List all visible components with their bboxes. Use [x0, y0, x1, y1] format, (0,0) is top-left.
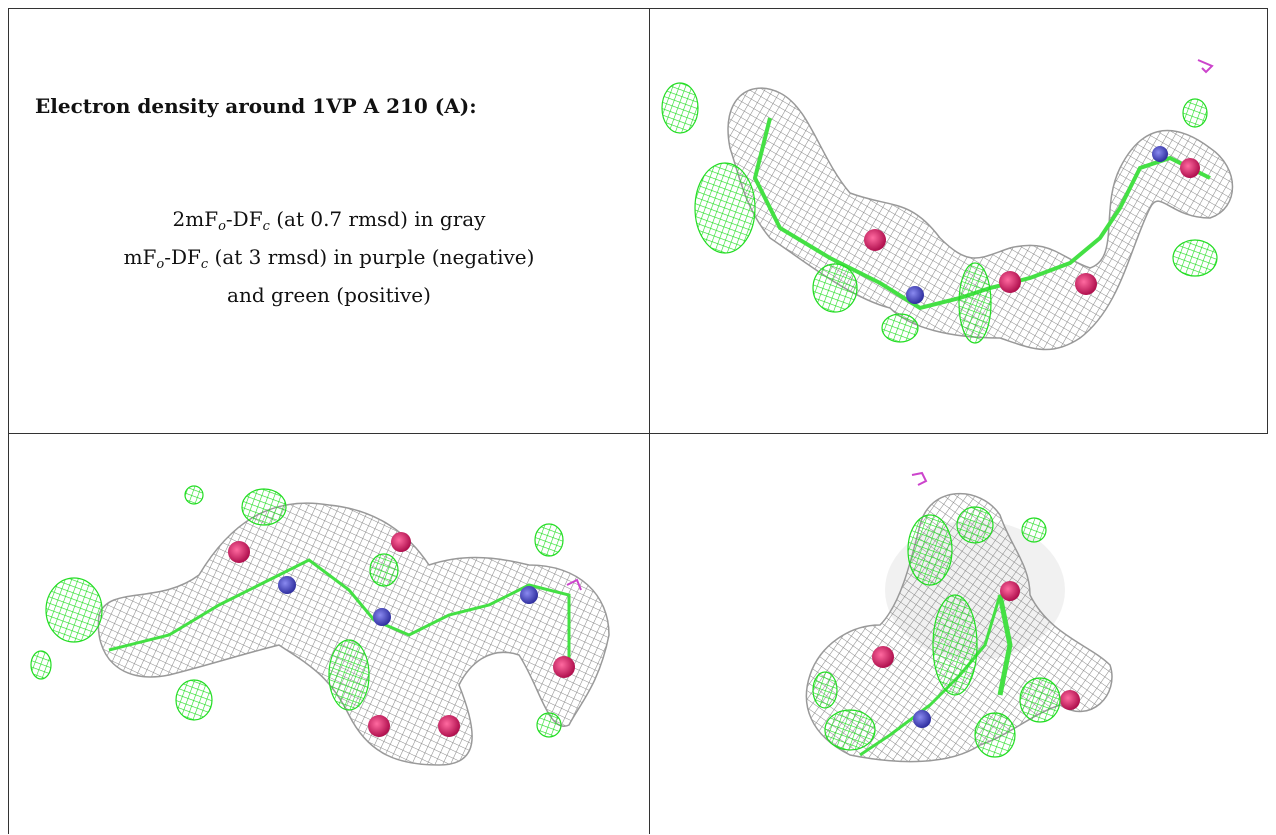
- oxygen-atom: [1000, 581, 1020, 601]
- positive-density-blob: [536, 712, 562, 738]
- positive-density-blob: [824, 709, 876, 751]
- oxygen-atom: [438, 715, 460, 737]
- positive-density-blob: [241, 488, 287, 526]
- positive-density-blob: [328, 639, 370, 711]
- positive-density-blob: [1019, 677, 1061, 723]
- positive-density-blob: [30, 650, 52, 680]
- oxygen-atom: [368, 715, 390, 737]
- oxygen-atom: [1060, 690, 1080, 710]
- border-row: [8, 433, 1268, 434]
- view-bottom-left: [9, 435, 649, 833]
- positive-density-blob: [974, 712, 1016, 758]
- legend-description: 2mFo-DFc (at 0.7 rmsd) in gray mFo-DFc (…: [9, 204, 649, 311]
- density-image-1: [661, 59, 1234, 351]
- positive-density-blob: [45, 577, 103, 643]
- nitrogen-atom: [906, 286, 924, 304]
- figure-title: Electron density around 1VP A 210 (A):: [35, 94, 477, 118]
- positive-density-blob: [1021, 517, 1047, 543]
- oxygen-atom: [228, 541, 250, 563]
- border-top: [8, 8, 1268, 9]
- density-image-2: [30, 485, 610, 766]
- border-middle: [649, 8, 650, 834]
- positive-density-blob: [1182, 98, 1208, 128]
- view-bottom-right: [650, 435, 1267, 833]
- positive-density-blob: [1172, 239, 1218, 277]
- border-left: [8, 8, 9, 834]
- positive-density-blob: [958, 262, 992, 344]
- positive-density-blob: [956, 506, 994, 544]
- oxygen-atom: [1180, 158, 1200, 178]
- positive-density-blob: [369, 553, 399, 587]
- positive-density-blob: [812, 263, 858, 313]
- positive-density-blob: [661, 82, 699, 134]
- positive-density-blob: [184, 485, 204, 505]
- nitrogen-atom: [1152, 146, 1168, 162]
- legend-panel: Electron density around 1VP A 210 (A): 2…: [9, 8, 649, 433]
- oxygen-atom: [872, 646, 894, 668]
- density-image-3: [805, 471, 1113, 763]
- density-mesh-gray: [97, 502, 610, 766]
- nitrogen-atom: [278, 576, 296, 594]
- legend-line-colors: and green (positive): [227, 283, 431, 307]
- model-sidechain: [997, 594, 1013, 696]
- positive-density-blob: [175, 679, 213, 721]
- positive-density-blob: [534, 523, 564, 557]
- nitrogen-atom: [520, 586, 538, 604]
- positive-density-blob: [932, 594, 978, 696]
- border-right-top: [1267, 8, 1268, 433]
- positive-density-blob: [907, 514, 953, 586]
- view-top-right: [650, 8, 1267, 433]
- oxygen-atom: [864, 229, 886, 251]
- legend-line-2fofc: 2mFo-DFc (at 0.7 rmsd) in gray: [172, 207, 486, 234]
- nitrogen-atom: [913, 710, 931, 728]
- oxygen-atom: [391, 532, 411, 552]
- negative-density-blob: [911, 471, 928, 486]
- positive-density-blob: [694, 162, 756, 254]
- oxygen-atom: [553, 656, 575, 678]
- oxygen-atom: [999, 271, 1021, 293]
- positive-density-blob: [881, 313, 919, 343]
- positive-density-blob: [812, 671, 838, 709]
- negative-density-blob: [566, 578, 582, 591]
- nitrogen-atom: [373, 608, 391, 626]
- oxygen-atom: [1075, 273, 1097, 295]
- legend-line-fofc: mFo-DFc (at 3 rmsd) in purple (negative): [123, 245, 535, 272]
- negative-density-blob: [1197, 59, 1214, 74]
